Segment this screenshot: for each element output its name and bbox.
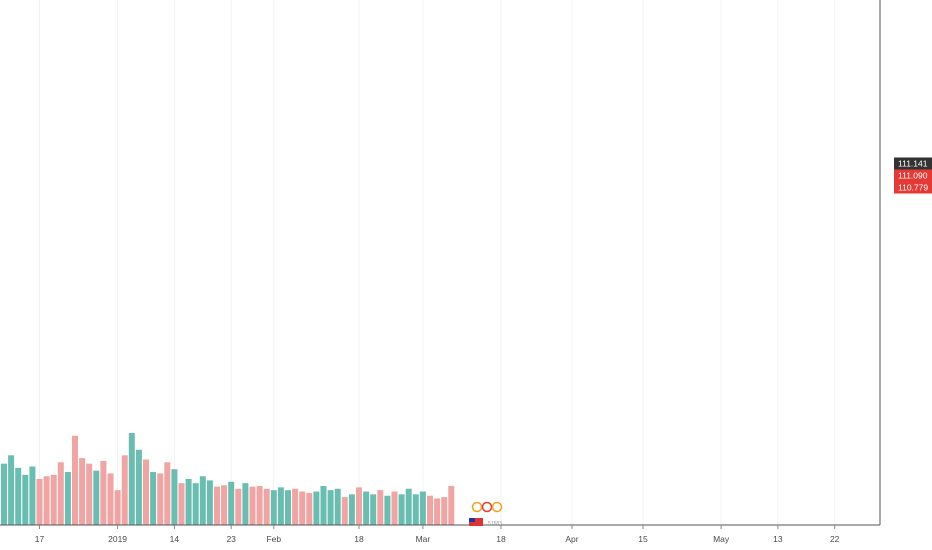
price-tag (894, 169, 932, 182)
volume-bar (384, 495, 391, 525)
volume-bar (185, 479, 192, 525)
volume-bar (363, 491, 370, 525)
watermark-flag (469, 518, 483, 526)
price-tag-label: 111.090 (898, 171, 928, 181)
volume-bar (327, 490, 334, 525)
watermark-number: 57683 (488, 521, 502, 527)
x-tick-label: 18 (496, 534, 506, 544)
volume-bar (206, 480, 213, 525)
volume-bar (263, 488, 270, 525)
x-tick-label: 17 (35, 534, 45, 544)
volume-bar (86, 463, 93, 525)
x-tick-label: 18 (354, 534, 364, 544)
price-tag-label: 110.779 (898, 183, 928, 193)
x-tick-label: Mar (416, 534, 431, 544)
volume-bar (43, 476, 50, 525)
volume-bar (72, 435, 78, 525)
volume-bar (22, 474, 29, 525)
price-tag-label: 111.141 (898, 159, 928, 169)
price-tag (894, 157, 932, 170)
volume-bar (270, 490, 277, 525)
x-tick-label: Feb (266, 534, 281, 544)
volume-bar (235, 488, 242, 525)
volume-bar (391, 491, 398, 525)
volume-bar (64, 472, 71, 525)
volume-bar (57, 462, 64, 525)
volume-bar (306, 492, 313, 525)
volume-bar (114, 490, 121, 525)
volume-bar (356, 487, 362, 525)
x-tick-label: 15 (638, 534, 648, 544)
volume-bar (285, 490, 291, 525)
volume-bar (221, 485, 228, 525)
watermark-ring (481, 501, 493, 513)
volume-bar (348, 494, 355, 525)
x-tick-label: 14 (170, 534, 180, 544)
volume-bar (405, 488, 412, 525)
x-tick-label: May (713, 534, 730, 544)
volume-bar (150, 472, 157, 525)
volume-bar (320, 485, 327, 525)
volume-bar (377, 490, 384, 525)
price-tag (894, 181, 932, 194)
volume-bar (178, 483, 185, 525)
volume-bar (370, 494, 377, 525)
volume-bar (277, 487, 284, 525)
chart-grid (39, 0, 836, 525)
volume-bar (412, 494, 419, 525)
volume-bar (398, 494, 405, 525)
x-tick-label: 2019 (108, 534, 127, 544)
volume-bar (79, 458, 86, 525)
watermark-ring (491, 501, 503, 513)
volume-bar (434, 498, 441, 525)
time-axis[interactable]: 17 2019 14 23 Feb 18 Mar 18 Apr 15 May 13 22 (0, 524, 880, 544)
volume-bar (171, 469, 178, 525)
volume-bar (292, 488, 299, 525)
volume-bars (1, 433, 455, 525)
volume-bar (199, 476, 206, 525)
volume-bar (448, 485, 455, 525)
volume-bar (441, 497, 448, 525)
volume-bar (334, 488, 341, 525)
volume-bar (15, 467, 22, 525)
volume-bar (93, 470, 100, 525)
watermark-logo: 57683 (469, 501, 503, 527)
volume-bar (341, 497, 348, 525)
volume-bar (242, 483, 249, 525)
volume-bar (427, 495, 433, 525)
volume-bar (249, 486, 256, 525)
price-axis[interactable]: 104.500105.000105.500106.000106.500107.0… (879, 0, 929, 525)
volume-bar (1, 463, 7, 525)
volume-bar (419, 491, 426, 525)
volume-bar (36, 479, 43, 525)
volume-bar (135, 449, 142, 525)
volume-bar (8, 455, 15, 525)
x-tick-label: 23 (226, 534, 236, 544)
x-tick-label: Apr (565, 534, 578, 544)
volume-bar (228, 481, 235, 525)
volume-bar (121, 455, 128, 525)
watermark-ring (471, 501, 483, 513)
volume-bar (157, 473, 164, 525)
volume-bar (29, 466, 36, 525)
volume-bar (299, 491, 306, 525)
volume-bar (164, 462, 171, 525)
volume-bar (143, 459, 149, 525)
volume-bar (214, 486, 220, 525)
volume-bar (100, 460, 107, 525)
watermark-flag-canton (469, 518, 475, 522)
volume-bar (256, 485, 263, 525)
x-tick-label: 13 (773, 534, 783, 544)
volume-bar (128, 433, 135, 525)
x-tick-label: 22 (830, 534, 840, 544)
volume-bar (107, 473, 114, 525)
volume-bar (192, 483, 199, 525)
volume-bar (50, 474, 57, 525)
volume-bar (313, 491, 320, 525)
